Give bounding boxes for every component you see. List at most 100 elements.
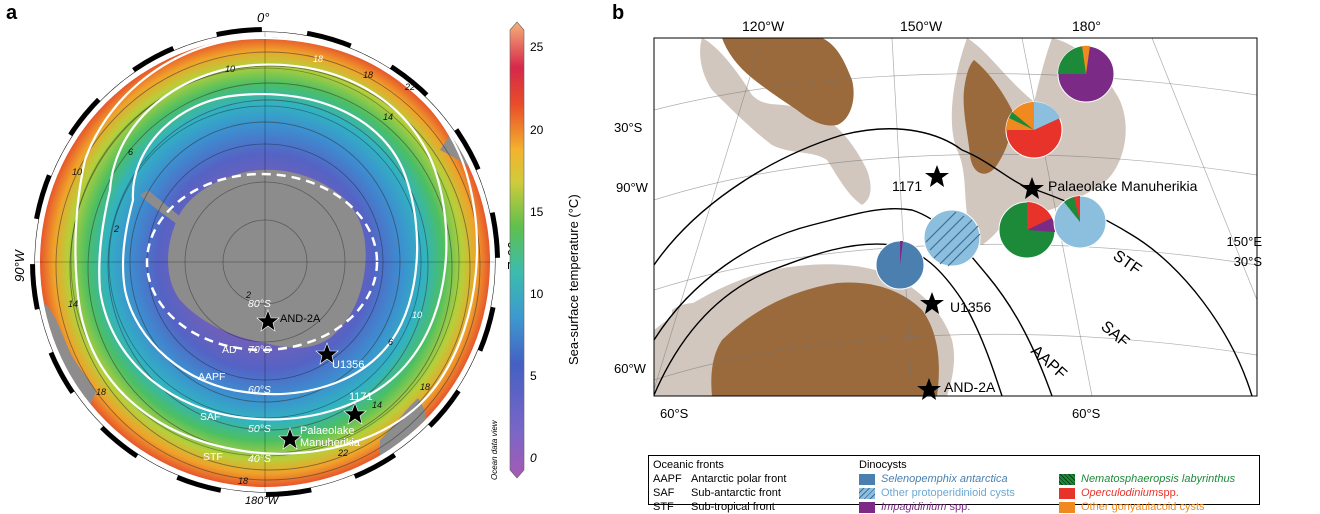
isotherm-label: 18 <box>313 54 323 64</box>
front-label-stf: STF <box>203 451 223 463</box>
legend-dino-row: Impagidinium spp. <box>859 500 1015 514</box>
colorbar-tick: 10 <box>530 287 544 301</box>
legend-dino-label: Nematosphaeropsis labyrinthus <box>1081 473 1236 485</box>
lon-label-0: 0° <box>257 10 269 25</box>
colorbar-tick: 0 <box>530 451 537 465</box>
pie-nz-far-north <box>1057 45 1115 103</box>
isotherm-label: 2 <box>245 290 251 300</box>
land-antarctic-peninsula <box>140 190 182 225</box>
edge-label-90w: 90°W <box>616 180 649 195</box>
isotherm-label: 18 <box>238 476 248 486</box>
site-label-1171: 1171 <box>349 391 373 403</box>
ocean-data-view-watermark: Ocean data view <box>490 419 499 480</box>
site-label-u1356: U1356 <box>332 359 364 371</box>
legend-dino-row: Selenopemphix antarctica <box>859 472 1015 486</box>
site-star-manuherikia <box>278 427 302 450</box>
land-antarctica-b <box>711 282 939 396</box>
edge-label-30s-right: 30°S <box>1234 254 1263 269</box>
edge-label-60s-right: 60°S <box>1072 406 1101 421</box>
panel-a-letter: a <box>6 2 18 24</box>
isotherm-label: 10 <box>225 64 235 74</box>
legend-dino-label: Operculodinium <box>1081 487 1159 499</box>
isotherm-label: 10 <box>72 167 82 177</box>
legend-box: Oceanic fronts AAPF Antarctic polar front… <box>648 455 1260 513</box>
legend-front-row: AAPF Antarctic polar front <box>653 472 786 486</box>
site-label-palaeolake: Palaeolake <box>300 425 354 437</box>
legend-dino-label: Other protoperidinioid cysts <box>881 487 1015 499</box>
pie-manuherikia-b <box>1053 195 1107 249</box>
legend-front-abbr: AAPF <box>653 473 682 485</box>
panel-b-letter: b <box>612 2 625 24</box>
panel-b-map: 1171 Palaeolake Manuherikia U1356 AND-2A… <box>614 18 1263 421</box>
front-saf-b <box>654 207 1053 396</box>
antarctic-divergence <box>145 172 379 352</box>
front-label-aapf: AAPF <box>198 371 225 383</box>
lon-label-b-120w: 120°W <box>742 18 785 34</box>
lon-label-b-150w: 150°W <box>900 18 943 34</box>
lat-label-50: 50°S <box>248 423 271 435</box>
isotherm-label: 14 <box>68 299 78 309</box>
land-south-america-b <box>722 38 854 126</box>
front-label-saf: SAF <box>200 411 220 423</box>
colorbar <box>509 21 525 479</box>
isotherm-label: 18 <box>96 387 106 397</box>
legend-dino-row: Nematosphaeropsis labyrinthus <box>1059 472 1235 486</box>
legend-dino-row: Other gonyaulacoid cysts <box>1059 500 1235 514</box>
edge-label-60w: 60°W <box>614 361 647 376</box>
isotherm-label: 18 <box>420 382 430 392</box>
legend-front-name: Sub-antarctic front <box>691 487 781 499</box>
oceanic-fronts-a <box>74 36 479 455</box>
edge-label-150e: 150°E <box>1226 234 1262 249</box>
isotherm-label: 10 <box>412 310 422 320</box>
panel-a-map: 0° 90°W 90°E 180°W 80°S 70°S 60°S 50°S 4… <box>12 10 581 507</box>
legend-dino-label: Selenopemphix antarctica <box>881 473 1008 485</box>
lon-label-b-180: 180° <box>1072 18 1101 34</box>
site-label-u1356-b: U1356 <box>950 299 991 315</box>
shelf-south-america <box>700 38 871 205</box>
isotherm-label: 22 <box>404 82 415 92</box>
site-star-1171 <box>343 402 367 425</box>
site-label-1171-b: 1171 <box>892 178 922 194</box>
front-aapf <box>121 93 419 396</box>
legend-dino-label: Impagidinium <box>881 501 947 513</box>
colorbar-tick: 25 <box>530 40 544 54</box>
site-label-and2a-b: AND-2A <box>944 379 996 395</box>
oceanic-fronts-b <box>654 128 1253 396</box>
lon-label-90w: 90°W <box>12 248 27 282</box>
front-aapf-b <box>654 243 1003 396</box>
site-star-and2a-b <box>917 378 941 400</box>
lat-label-70: 70°S <box>248 344 271 356</box>
site-label-and2a: AND-2A <box>280 313 321 325</box>
lat-label-40: 40°S <box>248 453 271 465</box>
legend-dino-suffix: spp. <box>1158 487 1179 499</box>
front-label-ad: AD <box>222 344 237 356</box>
land-peninsula-b <box>672 300 712 332</box>
front-saf <box>98 63 448 421</box>
site-label-manuherikia-b: Palaeolake Manuherikia <box>1048 178 1198 194</box>
swatch-protoperidinioid <box>859 487 875 499</box>
colorbar-title: Sea-surface temperature (°C) <box>566 194 581 365</box>
land-antarctica <box>168 169 366 348</box>
colorbar-tick: 20 <box>530 123 544 137</box>
legend-front-row: STF Sub-tropical front <box>653 500 786 514</box>
pie-1171-a <box>923 209 981 267</box>
pie-nz-north <box>1005 101 1063 159</box>
legend-front-abbr: SAF <box>653 487 675 499</box>
lat-label-60: 60°S <box>248 384 271 396</box>
site-star-manuherikia-b <box>1020 177 1044 199</box>
legend-dino-row: Operculodinium spp. <box>1059 486 1235 500</box>
pie-manuherikia-a <box>998 201 1056 259</box>
swatch-nematosphaeropsis <box>1059 473 1075 485</box>
legend-front-name: Antarctic polar front <box>691 473 787 485</box>
legend-front-row: SAF Sub-antarctic front <box>653 486 786 500</box>
legend-dino-suffix: spp. <box>946 501 971 513</box>
isotherm-label: 22 <box>469 364 480 374</box>
legend-front-abbr: STF <box>653 501 674 513</box>
site-star-u1356-b <box>920 292 944 314</box>
isotherm-label: 2 <box>113 224 119 234</box>
swatch-operculodinium <box>1059 487 1075 499</box>
legend-fronts: Oceanic fronts AAPF Antarctic polar front… <box>653 458 786 514</box>
edge-label-30s-left: 30°S <box>614 120 643 135</box>
graticule-b <box>654 38 1257 396</box>
isotherm-label: 14 <box>372 400 382 410</box>
